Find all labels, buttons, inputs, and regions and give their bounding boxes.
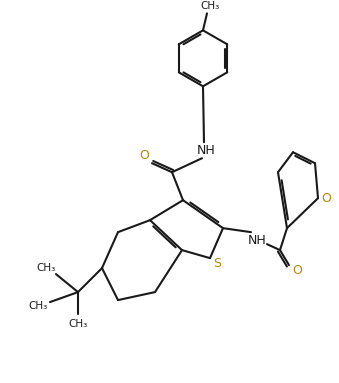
Text: CH₃: CH₃ — [68, 319, 87, 329]
Text: NH: NH — [247, 234, 266, 247]
Text: O: O — [139, 149, 149, 162]
Text: CH₃: CH₃ — [200, 2, 220, 11]
Text: CH₃: CH₃ — [28, 301, 47, 311]
Text: O: O — [321, 192, 331, 205]
Text: O: O — [292, 264, 302, 277]
Text: CH₃: CH₃ — [36, 263, 56, 273]
Text: NH: NH — [197, 144, 215, 157]
Text: S: S — [213, 257, 221, 270]
